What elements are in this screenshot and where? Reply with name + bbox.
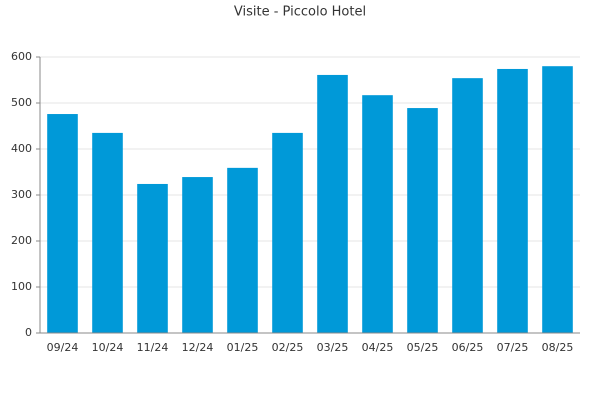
x-tick-label: 05/25 [407,341,439,354]
x-tick-label: 02/25 [272,341,304,354]
x-tick-label: 11/24 [137,341,169,354]
y-tick-label: 500 [11,96,32,109]
chart-title: Visite - Piccolo Hotel [234,5,366,20]
x-tick-label: 12/24 [182,341,214,354]
bar [137,183,168,333]
bar [92,132,123,333]
x-tick-label: 10/24 [92,341,124,354]
x-tick-label: 03/25 [317,341,349,354]
bar [182,177,213,333]
bar [272,132,303,333]
x-tick-label: 09/24 [47,341,79,354]
x-tick-label: 06/25 [452,341,484,354]
y-tick-label: 100 [11,280,32,293]
bar [227,167,258,333]
x-tick-label: 08/25 [542,341,574,354]
x-tick-label: 07/25 [497,341,529,354]
y-tick-label: 300 [11,188,32,201]
y-tick-label: 200 [11,234,32,247]
y-tick-label: 400 [11,142,32,155]
y-tick-label: 0 [25,326,32,339]
bar [317,74,348,333]
bar [497,68,528,334]
bar [47,114,78,333]
bar [362,95,393,334]
x-tick-label: 01/25 [227,341,259,354]
bar [542,66,573,333]
bar [452,78,483,333]
y-tick-label: 600 [11,50,32,63]
bar [407,108,438,333]
x-tick-label: 04/25 [362,341,394,354]
